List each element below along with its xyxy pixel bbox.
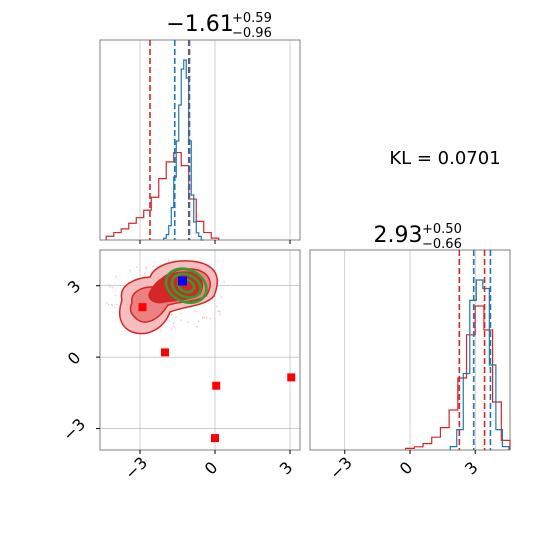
red-square-marker [287, 373, 296, 382]
x-tick-label: 3 [276, 458, 297, 479]
sample-dot [145, 268, 148, 270]
blue-histogram-path [449, 279, 510, 450]
x-tick-label: 0 [201, 458, 222, 479]
grid-lines [139, 40, 291, 244]
sample-dot [223, 281, 225, 283]
red-histogram [105, 151, 220, 240]
sample-dot [110, 303, 113, 306]
red-histogram-path [405, 305, 511, 450]
sample-dot [106, 301, 108, 304]
x-tick-labels: −3 0 3 [326, 453, 482, 483]
sample-dot [111, 286, 114, 289]
y-tick-labels: −3 0 3 [59, 277, 89, 445]
sample-dot [143, 272, 146, 275]
red-histogram [405, 305, 511, 450]
sample-dot [203, 316, 206, 319]
sample-dot [197, 320, 200, 323]
panel-frame [99, 249, 301, 451]
sample-dot [186, 321, 189, 323]
panel-param1-histogram: −3 0 3 [309, 249, 511, 483]
kl-label: KL = 0.0701 [389, 148, 500, 169]
sample-dot [107, 303, 110, 306]
sample-dot [109, 285, 112, 288]
sample-dot [205, 317, 208, 319]
x-tick-label: 0 [396, 458, 417, 479]
sample-dot [135, 266, 138, 268]
sample-dot [107, 284, 110, 287]
sample-dot [216, 305, 218, 308]
sample-dot [172, 322, 175, 325]
sample-dot [180, 312, 182, 315]
red-square-marker [212, 381, 221, 390]
sample-dot [175, 316, 177, 319]
sample-dot [218, 310, 220, 312]
sample-dot [152, 265, 155, 268]
sample-dot [122, 285, 125, 287]
x-tick-labels: −3 0 3 [121, 453, 296, 483]
sample-dot [218, 279, 220, 282]
x-tick-label: −3 [326, 453, 356, 483]
sample-dot [114, 294, 117, 297]
blue-square-marker [178, 276, 187, 286]
sample-dot [173, 326, 176, 329]
blue-histogram [163, 59, 204, 241]
sample-dot [168, 259, 170, 262]
green-contour-level [170, 272, 202, 299]
sample-dot [196, 310, 199, 313]
sample-dot [194, 310, 196, 312]
blue-histogram [449, 279, 510, 450]
param0-title-upper: +0.59 [232, 11, 272, 26]
sample-dot [170, 328, 173, 330]
red-square-marker [138, 303, 147, 312]
x-tick-label: −3 [121, 453, 151, 483]
y-tick-label: 3 [64, 277, 85, 298]
param1-title: 2.93 [374, 223, 423, 248]
sample-dot [201, 316, 204, 319]
sample-dot [114, 275, 117, 278]
panel-joint-contour: −3 0 3 −3 0 3 [59, 249, 301, 483]
param0-title-lower: −0.96 [232, 26, 272, 41]
param0-title: −1.61 [166, 12, 233, 37]
sample-dot [172, 325, 175, 327]
blue-histogram-path [163, 59, 204, 241]
panel-param0-histogram [99, 39, 301, 244]
param1-title-lower: −0.66 [422, 237, 462, 252]
sample-dot [168, 320, 171, 323]
sample-dot [129, 269, 131, 272]
green-contour-level [164, 267, 208, 305]
param1-title-upper: +0.50 [422, 222, 462, 237]
y-tick-label: 0 [64, 348, 85, 369]
y-tick-label: −3 [59, 415, 89, 445]
sample-dot [220, 296, 223, 298]
red-histogram-path [105, 151, 220, 240]
markers [138, 276, 296, 443]
sample-dot [170, 313, 173, 316]
sample-dot [213, 299, 216, 302]
quantile-lines [458, 250, 492, 450]
x-tick-label: 3 [461, 458, 482, 479]
red-square-marker [161, 348, 169, 357]
red-square-marker [211, 434, 219, 443]
sample-dot [209, 317, 212, 320]
grid-lines [344, 250, 476, 454]
sample-dot [196, 325, 198, 328]
sample-dot [145, 266, 148, 268]
sample-dot [180, 319, 183, 321]
sample-dot [115, 303, 118, 306]
sample-dot [160, 329, 162, 332]
sample-dot [218, 313, 221, 316]
sample-dot [111, 304, 114, 307]
panel-frame [99, 39, 301, 241]
quantile-lines [149, 40, 191, 240]
sample-dot [114, 306, 116, 309]
